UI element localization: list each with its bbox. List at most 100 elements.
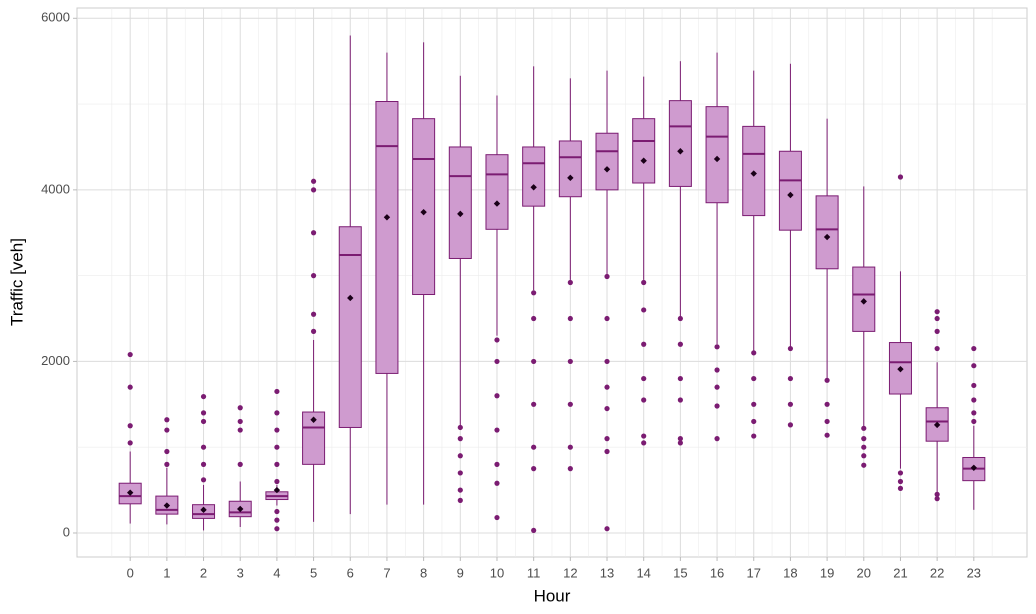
outlier bbox=[274, 461, 280, 467]
outlier bbox=[310, 178, 317, 184]
outlier bbox=[567, 358, 573, 365]
outlier bbox=[127, 351, 133, 358]
outlier bbox=[164, 427, 170, 433]
outlier bbox=[274, 508, 280, 515]
outlier bbox=[494, 393, 500, 399]
outlier bbox=[677, 436, 683, 442]
box bbox=[302, 411, 326, 465]
outlier bbox=[494, 427, 500, 433]
outlier bbox=[567, 315, 573, 322]
box bbox=[522, 146, 546, 207]
outlier bbox=[604, 405, 610, 412]
box bbox=[558, 140, 582, 198]
mean-marker bbox=[273, 486, 281, 494]
outlier bbox=[604, 358, 610, 365]
outlier bbox=[824, 418, 830, 425]
outlier bbox=[751, 418, 757, 425]
outlier bbox=[274, 517, 280, 523]
outlier bbox=[677, 315, 683, 322]
outlier bbox=[274, 388, 280, 395]
outlier bbox=[604, 315, 610, 322]
outlier bbox=[971, 397, 977, 403]
mean-marker bbox=[860, 298, 867, 305]
outlier bbox=[604, 384, 610, 390]
outlier bbox=[310, 328, 317, 334]
x-tick-label: 8 bbox=[420, 565, 427, 580]
outlier bbox=[641, 375, 647, 382]
box bbox=[668, 100, 692, 187]
outlier bbox=[787, 345, 794, 352]
mean-marker bbox=[383, 214, 391, 221]
outlier bbox=[714, 384, 720, 390]
outlier bbox=[714, 403, 720, 409]
outlier bbox=[641, 433, 647, 439]
mean-marker bbox=[677, 148, 684, 155]
outlier bbox=[861, 453, 867, 459]
x-tick-label: 13 bbox=[600, 565, 614, 580]
outlier bbox=[494, 337, 500, 343]
outlier bbox=[897, 485, 904, 491]
outlier bbox=[567, 444, 573, 450]
mean-marker bbox=[567, 174, 574, 182]
x-tick-label: 21 bbox=[893, 565, 907, 580]
outlier bbox=[751, 401, 757, 407]
outlier bbox=[531, 444, 537, 450]
outlier bbox=[237, 427, 243, 433]
x-tick-label: 1 bbox=[163, 565, 170, 580]
mean-marker bbox=[823, 233, 831, 241]
outlier bbox=[934, 315, 940, 322]
outlier bbox=[677, 375, 683, 382]
outlier bbox=[531, 358, 537, 365]
x-axis-title: Hour bbox=[534, 586, 571, 605]
outlier bbox=[934, 496, 940, 502]
outlier bbox=[127, 384, 133, 390]
x-tick-label: 5 bbox=[310, 565, 317, 580]
outlier bbox=[127, 440, 133, 446]
mean-marker bbox=[310, 416, 317, 423]
outlier bbox=[861, 425, 867, 431]
outlier bbox=[494, 514, 500, 521]
x-tick-label: 16 bbox=[710, 565, 724, 580]
outlier bbox=[567, 401, 573, 407]
box bbox=[705, 106, 729, 204]
outlier bbox=[751, 350, 757, 356]
y-tick-label: 6000 bbox=[41, 10, 70, 25]
mean-marker bbox=[640, 157, 647, 164]
outlier bbox=[641, 307, 647, 313]
outlier bbox=[824, 432, 830, 438]
x-tick-label: 20 bbox=[857, 565, 871, 580]
outlier bbox=[971, 363, 977, 369]
outlier bbox=[494, 480, 500, 486]
mean-marker bbox=[420, 208, 427, 216]
mean-marker bbox=[603, 166, 611, 173]
mean-marker bbox=[163, 502, 171, 509]
mean-marker bbox=[897, 365, 904, 373]
x-tick-label: 2 bbox=[200, 565, 207, 580]
outlier bbox=[751, 375, 757, 382]
box bbox=[375, 101, 399, 374]
outlier bbox=[897, 470, 904, 476]
outlier bbox=[641, 440, 647, 446]
outlier bbox=[200, 461, 207, 467]
outlier bbox=[714, 367, 720, 373]
mean-marker bbox=[347, 294, 354, 302]
outlier bbox=[310, 273, 317, 279]
x-tick-label: 17 bbox=[747, 565, 761, 580]
outlier bbox=[751, 433, 757, 439]
outlier bbox=[200, 418, 207, 425]
outlier bbox=[971, 345, 977, 352]
x-tick-label: 14 bbox=[636, 565, 650, 580]
outlier bbox=[787, 375, 794, 382]
outlier bbox=[457, 436, 463, 442]
outlier bbox=[310, 230, 317, 236]
outlier bbox=[971, 410, 977, 416]
outlier bbox=[677, 440, 683, 446]
outlier bbox=[787, 401, 794, 407]
outlier bbox=[531, 527, 537, 534]
box bbox=[412, 118, 436, 296]
outlier bbox=[641, 279, 647, 286]
outlier bbox=[897, 174, 904, 180]
mean-marker bbox=[970, 464, 978, 471]
outlier bbox=[567, 279, 573, 286]
outlier bbox=[567, 466, 573, 472]
